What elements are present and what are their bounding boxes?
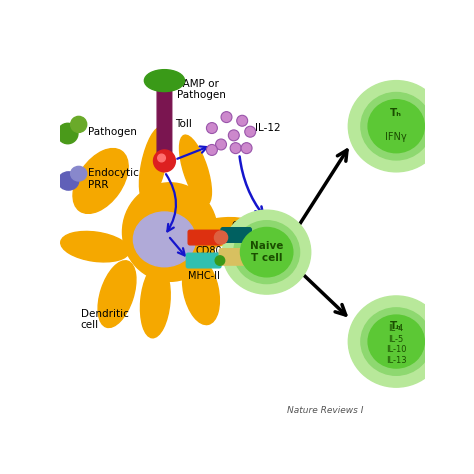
FancyBboxPatch shape bbox=[186, 253, 221, 268]
Circle shape bbox=[206, 145, 218, 155]
Text: Naive
T cell: Naive T cell bbox=[250, 241, 283, 263]
Ellipse shape bbox=[223, 210, 311, 294]
Ellipse shape bbox=[234, 221, 300, 283]
Circle shape bbox=[206, 123, 218, 134]
Circle shape bbox=[215, 256, 225, 265]
Circle shape bbox=[228, 130, 239, 141]
Ellipse shape bbox=[145, 70, 184, 91]
Text: CD80/86: CD80/86 bbox=[195, 246, 237, 256]
Text: MHC-II: MHC-II bbox=[188, 271, 220, 281]
FancyBboxPatch shape bbox=[157, 85, 172, 159]
Ellipse shape bbox=[122, 183, 218, 282]
Ellipse shape bbox=[139, 127, 168, 202]
Circle shape bbox=[241, 143, 252, 154]
Circle shape bbox=[216, 139, 227, 150]
Ellipse shape bbox=[180, 135, 211, 205]
Ellipse shape bbox=[368, 100, 424, 153]
Ellipse shape bbox=[98, 261, 136, 328]
Circle shape bbox=[230, 143, 241, 154]
FancyBboxPatch shape bbox=[219, 249, 255, 265]
Ellipse shape bbox=[61, 231, 129, 262]
Ellipse shape bbox=[361, 92, 431, 160]
Ellipse shape bbox=[361, 308, 431, 375]
Ellipse shape bbox=[58, 172, 79, 190]
Text: Pathogen: Pathogen bbox=[88, 127, 137, 137]
Text: Dendritic
cell: Dendritic cell bbox=[81, 309, 128, 330]
FancyBboxPatch shape bbox=[221, 228, 251, 242]
Ellipse shape bbox=[133, 212, 195, 267]
Ellipse shape bbox=[57, 123, 78, 144]
Text: Nature Reviews I: Nature Reviews I bbox=[287, 406, 363, 415]
Circle shape bbox=[154, 150, 175, 172]
Ellipse shape bbox=[348, 296, 444, 387]
Text: TCR: TCR bbox=[237, 271, 255, 281]
Text: IL-12: IL-12 bbox=[255, 123, 281, 133]
Circle shape bbox=[245, 126, 255, 137]
Text: CD28: CD28 bbox=[231, 220, 258, 230]
Ellipse shape bbox=[71, 117, 87, 132]
Ellipse shape bbox=[182, 256, 219, 325]
Text: Tₕ: Tₕ bbox=[390, 109, 402, 118]
Text: IL-4
IL-5
IL-10
IL-13: IL-4 IL-5 IL-10 IL-13 bbox=[386, 324, 407, 365]
Text: Tₕ: Tₕ bbox=[390, 321, 402, 331]
FancyBboxPatch shape bbox=[188, 230, 221, 245]
Ellipse shape bbox=[240, 228, 293, 277]
Text: Toll: Toll bbox=[175, 119, 192, 129]
Circle shape bbox=[237, 115, 248, 126]
Ellipse shape bbox=[73, 148, 128, 213]
Circle shape bbox=[214, 231, 228, 244]
Text: Endocytic
PRR: Endocytic PRR bbox=[88, 168, 139, 190]
Ellipse shape bbox=[183, 218, 255, 246]
Ellipse shape bbox=[140, 265, 170, 338]
Circle shape bbox=[221, 112, 232, 123]
Circle shape bbox=[158, 154, 165, 162]
Text: IFNγ: IFNγ bbox=[385, 132, 407, 142]
Text: PAMP or
Pathogen: PAMP or Pathogen bbox=[177, 79, 226, 100]
Ellipse shape bbox=[368, 315, 424, 368]
Ellipse shape bbox=[71, 166, 87, 181]
Ellipse shape bbox=[348, 81, 444, 172]
